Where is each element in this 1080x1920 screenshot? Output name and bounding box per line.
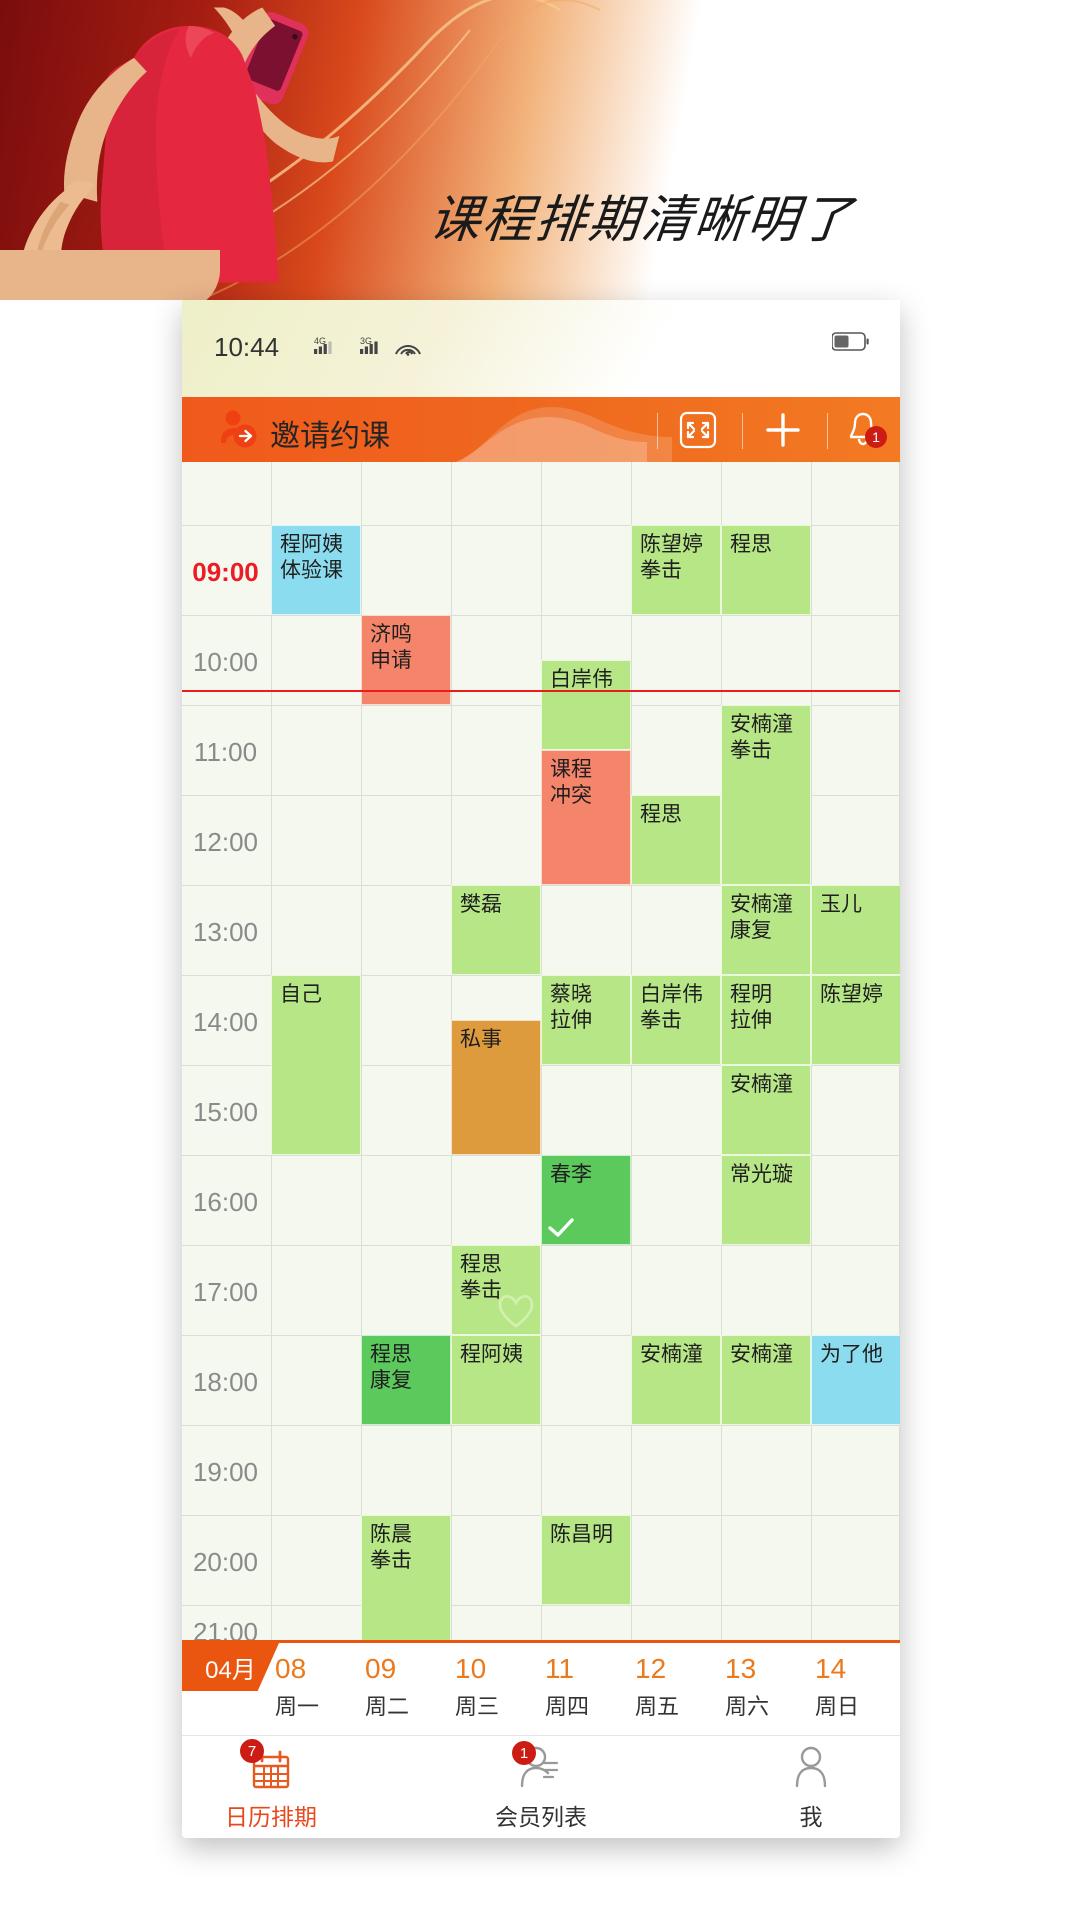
svg-text:1: 1 [520, 1745, 528, 1762]
svg-text:7: 7 [248, 1743, 256, 1760]
svg-text:1: 1 [872, 429, 880, 445]
